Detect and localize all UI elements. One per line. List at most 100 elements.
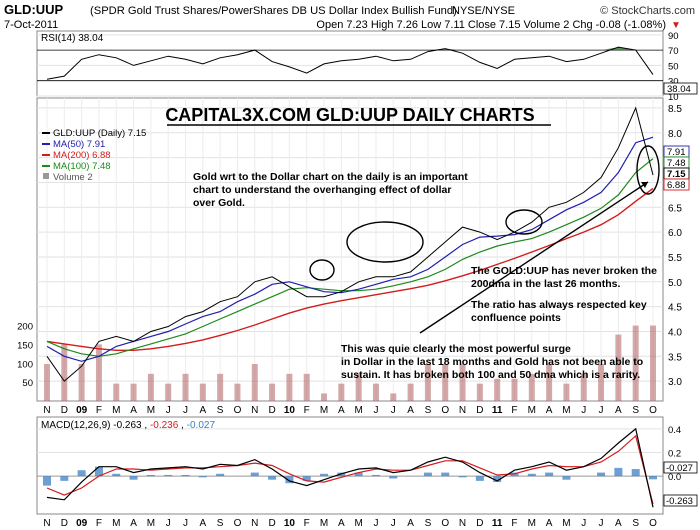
macd-hist-bar bbox=[354, 472, 363, 477]
xaxis-label-bottom: A bbox=[199, 518, 206, 529]
volume-bar bbox=[321, 393, 328, 401]
ma100-last-label: 7.48 bbox=[667, 158, 686, 169]
macd-hist-bar bbox=[458, 476, 467, 478]
xaxis-label-bottom: M bbox=[354, 518, 362, 529]
xaxis-label-bottom: M bbox=[562, 518, 570, 529]
annotation-1-line-2: chart to understand the overhanging effe… bbox=[193, 184, 451, 196]
xaxis-label: D bbox=[61, 405, 68, 416]
volume-bar bbox=[372, 383, 379, 401]
rsi-line bbox=[46, 46, 654, 80]
macd-hist-bar bbox=[129, 476, 138, 480]
legend-item: MA(200) 6.88 bbox=[53, 150, 111, 161]
xaxis-label-bottom: A bbox=[338, 518, 345, 529]
volume-bar bbox=[598, 364, 605, 401]
xaxis-label: A bbox=[199, 405, 206, 416]
ma200-last-label-box bbox=[663, 178, 690, 191]
xaxis-label-bottom: 11 bbox=[492, 518, 503, 529]
macd-hist-bar bbox=[198, 476, 207, 478]
volume-ytick-label: 200 bbox=[17, 322, 33, 333]
volume-bar bbox=[442, 364, 449, 401]
xaxis-label-bottom: D bbox=[268, 518, 275, 529]
annotation-1-line-1: Gold wrt to the Dollar chart on the dail… bbox=[193, 171, 468, 183]
xaxis-label: J bbox=[166, 405, 171, 416]
macd-ytick-label: 0.4 bbox=[668, 425, 681, 436]
legend-swatch bbox=[43, 173, 49, 179]
volume-bar bbox=[494, 378, 501, 401]
price-ytick-label: 5.0 bbox=[668, 278, 682, 289]
xaxis-label: O bbox=[441, 405, 449, 416]
xaxis-label-bottom: A bbox=[130, 518, 137, 529]
xaxis-label: O bbox=[649, 405, 657, 416]
xaxis-label: D bbox=[476, 405, 483, 416]
macd-hist-bar bbox=[112, 473, 121, 477]
xaxis-label-bottom: F bbox=[304, 518, 310, 529]
volume-bar bbox=[95, 344, 102, 401]
macd-signal-value: -0.236 bbox=[150, 420, 179, 431]
macd-hist-bar bbox=[302, 476, 311, 481]
xaxis-label: A bbox=[546, 405, 553, 416]
xaxis-label-bottom: M bbox=[528, 518, 536, 529]
xaxis-label: S bbox=[632, 405, 639, 416]
macd-hist-bar bbox=[94, 466, 103, 477]
price-ytick-label: 3.5 bbox=[668, 352, 682, 363]
volume-bar bbox=[147, 373, 154, 401]
volume-bar bbox=[546, 364, 553, 401]
xaxis-label: D bbox=[268, 405, 275, 416]
xaxis-label-bottom: J bbox=[183, 518, 188, 529]
xaxis-label-bottom: J bbox=[581, 518, 586, 529]
macd-hist-bar bbox=[285, 476, 294, 484]
price-last-label: 7.15 bbox=[667, 169, 686, 180]
rsi-panel: 90 70 50 30 10 RSI(14) 38.04 38.04 bbox=[36, 30, 698, 103]
annotation-4-line-1: This was quie clearly the most powerful … bbox=[341, 343, 571, 355]
xaxis-label: F bbox=[96, 405, 102, 416]
price-panel: 8.58.07.57.06.56.05.55.04.54.03.53.0 200… bbox=[17, 97, 690, 402]
macd-hist-bar bbox=[597, 472, 606, 477]
rsi-label: RSI(14) 38.04 bbox=[41, 33, 104, 44]
macd-hist-bar bbox=[423, 472, 432, 477]
macd-value: -0.263 bbox=[113, 420, 142, 431]
xaxis-label-bottom: N bbox=[459, 518, 466, 529]
price-ytick-label: 4.5 bbox=[668, 303, 682, 314]
volume-bar bbox=[217, 373, 224, 401]
x-axis: NNDD0909FFMMAAMMJJJJAASSOONNDD1010FFMMAA… bbox=[43, 405, 657, 529]
macd-hist-bar bbox=[614, 467, 623, 477]
legend-item: Volume 2 bbox=[53, 172, 93, 183]
volume-ytick-label: 50 bbox=[22, 378, 33, 389]
macd-hist-bar bbox=[320, 473, 329, 477]
volume-bar bbox=[338, 383, 345, 401]
credit-label: © StockCharts.com bbox=[600, 5, 695, 17]
annotation-2-line-1: The GOLD:UUP has never broken the bbox=[471, 265, 657, 277]
price-ytick-label: 5.5 bbox=[668, 253, 682, 264]
xaxis-label: J bbox=[599, 405, 604, 416]
xaxis-label-bottom: M bbox=[112, 518, 120, 529]
xaxis-label-bottom: A bbox=[546, 518, 553, 529]
volume-bar bbox=[632, 325, 639, 401]
xaxis-label: M bbox=[354, 405, 362, 416]
volume-bar bbox=[182, 373, 189, 401]
macd-hist-value: -0.027 bbox=[187, 420, 216, 431]
exchange-label: NYSE/NYSE bbox=[452, 5, 515, 17]
volume-bar bbox=[424, 364, 431, 401]
xaxis-label: J bbox=[391, 405, 396, 416]
annotation-4-line-2: in Dollar in the last 18 months and Gold… bbox=[341, 356, 643, 368]
xaxis-label-bottom: O bbox=[234, 518, 242, 529]
price-ytick-label: 6.0 bbox=[668, 228, 682, 239]
xaxis-label-bottom: J bbox=[373, 518, 378, 529]
confluence-ellipse-3 bbox=[505, 209, 543, 235]
xaxis-label-bottom: J bbox=[391, 518, 396, 529]
volume-bar bbox=[476, 383, 483, 401]
xaxis-label: M bbox=[528, 405, 536, 416]
chg-down-icon: ▼ bbox=[671, 20, 681, 31]
ma50-last-label: 7.91 bbox=[667, 147, 686, 158]
volume-ytick-label: 100 bbox=[17, 359, 33, 370]
xaxis-label-bottom: J bbox=[166, 518, 171, 529]
xaxis-label: A bbox=[338, 405, 345, 416]
macd-last-box bbox=[663, 461, 698, 474]
ma50-line bbox=[46, 136, 654, 362]
macd-hist-bar bbox=[146, 474, 155, 477]
xaxis-label: F bbox=[304, 405, 310, 416]
xaxis-label-bottom: M bbox=[320, 518, 328, 529]
volume-bar bbox=[615, 334, 622, 401]
